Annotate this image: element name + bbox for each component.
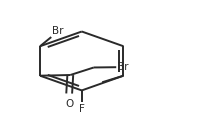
Text: O: O [65,99,73,109]
Text: Br: Br [52,26,64,36]
Text: Br: Br [117,62,129,72]
Text: F: F [79,104,85,114]
